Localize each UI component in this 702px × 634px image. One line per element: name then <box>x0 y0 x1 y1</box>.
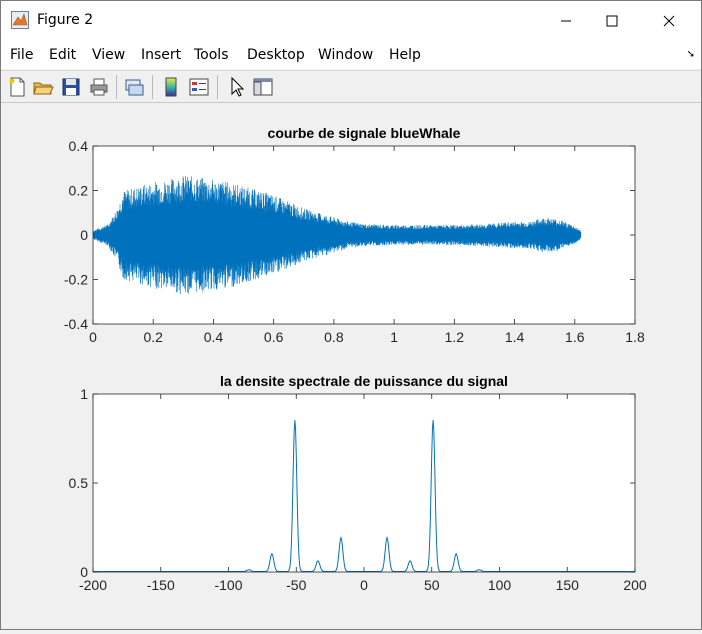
x-tick-label: 0 <box>360 577 368 593</box>
menu-window[interactable]: Window <box>318 47 374 63</box>
minimize-button[interactable] <box>543 1 589 41</box>
title-bar[interactable]: Figure 2 <box>1 1 701 41</box>
x-tick-label: 0.4 <box>204 329 224 345</box>
menu-insert[interactable]: Insert <box>141 47 182 63</box>
x-tick-label: 0.2 <box>143 329 163 345</box>
bottom-axes-background <box>93 394 635 572</box>
menu-help[interactable]: Help <box>389 47 421 63</box>
x-tick-label: 0.6 <box>264 329 284 345</box>
menu-view[interactable]: View <box>92 47 126 63</box>
close-icon <box>663 15 675 27</box>
x-tick-label: 0.8 <box>324 329 344 345</box>
insert-legend-icon[interactable] <box>188 76 210 98</box>
window-title: Figure 2 <box>37 12 94 28</box>
open-file-icon[interactable] <box>32 76 54 98</box>
figure-canvas: courbe de signale blueWhale 0 0.2 0.4 0.6 0.… <box>1 104 701 630</box>
top-axes-box <box>92 145 636 325</box>
figure-toolbar <box>1 70 701 103</box>
bottom-axes-ticks: -200 -150 -100 -50 0 50 100 150 200 0 0.5 1 <box>69 386 647 593</box>
menu-tools[interactable]: Tools <box>194 47 229 63</box>
save-icon[interactable] <box>60 76 82 98</box>
toolbar-separator <box>116 75 117 99</box>
x-tick-label: 1.4 <box>505 329 525 345</box>
x-tick-label: -200 <box>79 577 107 593</box>
top-axes-ticks: 0 0.2 0.4 0.6 0.8 1 1.2 1.4 1.6 1.8 -0.4 -0.2 0 0.2 0.… <box>64 138 645 345</box>
x-tick-label: 50 <box>424 577 440 593</box>
top-axes-title: courbe de signale blueWhale <box>268 125 461 141</box>
toolbar-separator <box>152 75 153 99</box>
x-tick-label: 200 <box>623 577 647 593</box>
y-tick-label: 0.5 <box>69 475 89 491</box>
print-icon[interactable] <box>88 76 110 98</box>
x-tick-label: -100 <box>214 577 242 593</box>
x-tick-label: 100 <box>488 577 512 593</box>
maximize-button[interactable] <box>589 1 635 41</box>
y-tick-label: -0.4 <box>64 316 88 332</box>
x-tick-label: -150 <box>147 577 175 593</box>
bottom-axes[interactable]: la densite spectrale de puissance du sig… <box>69 373 647 593</box>
menu-edit[interactable]: Edit <box>49 47 77 63</box>
x-tick-label: 1.8 <box>625 329 645 345</box>
x-tick-label: -50 <box>286 577 306 593</box>
x-tick-label: 0 <box>89 329 97 345</box>
y-tick-label: 0.4 <box>69 138 89 154</box>
y-tick-label: -0.2 <box>64 272 88 288</box>
plots-svg: courbe de signale blueWhale 0 0.2 0.4 0.6 0.… <box>64 125 647 593</box>
new-figure-icon[interactable] <box>6 76 28 98</box>
edit-plot-arrow-icon[interactable] <box>226 76 248 98</box>
bottom-axes-title: la densite spectrale de puissance du sig… <box>220 373 508 389</box>
bottom-axes-box <box>92 393 636 573</box>
x-tick-label: 1.6 <box>565 329 585 345</box>
top-axes[interactable]: courbe de signale blueWhale 0 0.2 0.4 0.6 0.… <box>64 125 645 345</box>
minimize-icon <box>561 20 571 22</box>
signal-waveform-line <box>92 176 582 295</box>
dock-figure-icon[interactable]: ➘ <box>686 49 695 60</box>
menu-desktop[interactable]: Desktop <box>247 47 305 63</box>
toolbar-separator <box>217 75 218 99</box>
maximize-icon <box>606 15 618 27</box>
y-tick-label: 0 <box>80 227 88 243</box>
insert-colorbar-icon[interactable] <box>160 76 182 98</box>
menu-file[interactable]: File <box>10 47 34 63</box>
x-tick-label: 1 <box>390 329 398 345</box>
close-button[interactable] <box>646 1 692 41</box>
x-tick-label: 1.2 <box>445 329 465 345</box>
psd-line <box>93 420 635 572</box>
y-tick-label: 1 <box>80 386 88 402</box>
link-plot-icon[interactable] <box>123 76 145 98</box>
y-tick-label: 0 <box>80 564 88 580</box>
show-plot-tools-icon[interactable] <box>252 76 274 98</box>
matlab-app-icon <box>11 11 29 29</box>
x-tick-label: 150 <box>556 577 580 593</box>
y-tick-label: 0.2 <box>69 183 89 199</box>
menu-bar: File Edit View Insert Tools Desktop Wind… <box>1 41 701 69</box>
